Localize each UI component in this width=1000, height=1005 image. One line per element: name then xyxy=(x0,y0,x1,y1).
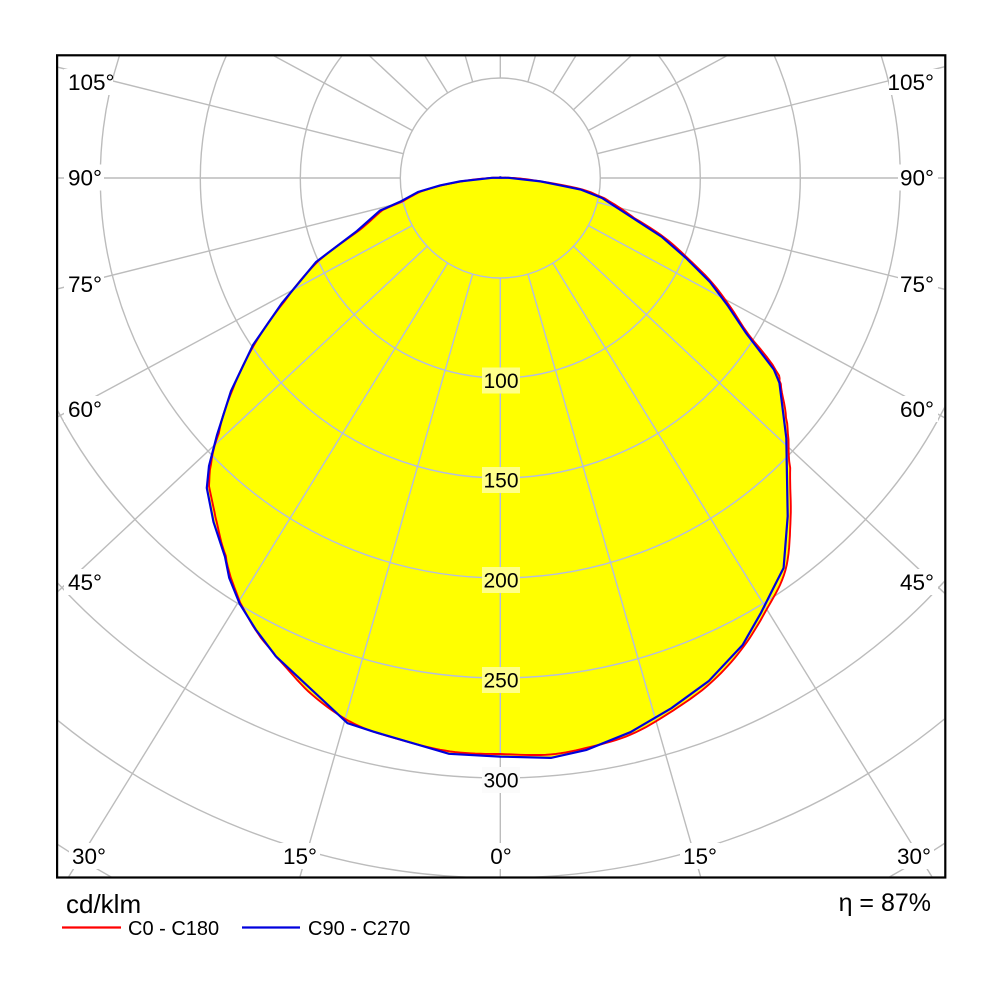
svg-text:105°: 105° xyxy=(68,70,115,95)
svg-text:300: 300 xyxy=(483,770,518,793)
svg-text:45°: 45° xyxy=(68,570,102,595)
svg-text:200: 200 xyxy=(483,570,518,593)
svg-text:250: 250 xyxy=(483,670,518,693)
svg-text:15°: 15° xyxy=(283,844,317,869)
svg-text:45°: 45° xyxy=(900,570,934,595)
svg-text:105°: 105° xyxy=(887,70,934,95)
svg-text:150: 150 xyxy=(483,470,518,493)
svg-text:cd/klm: cd/klm xyxy=(66,889,141,919)
svg-text:60°: 60° xyxy=(900,397,934,422)
svg-text:η = 87%: η = 87% xyxy=(839,889,931,917)
svg-text:C90 - C270: C90 - C270 xyxy=(308,918,410,940)
svg-text:75°: 75° xyxy=(900,272,934,297)
svg-text:15°: 15° xyxy=(683,844,717,869)
svg-text:100: 100 xyxy=(483,370,518,393)
svg-text:30°: 30° xyxy=(72,844,106,869)
svg-text:30°: 30° xyxy=(897,844,931,869)
svg-text:90°: 90° xyxy=(68,166,102,191)
svg-text:90°: 90° xyxy=(900,166,934,191)
svg-text:0°: 0° xyxy=(490,844,512,869)
svg-text:C0 - C180: C0 - C180 xyxy=(128,918,219,940)
svg-text:60°: 60° xyxy=(68,397,102,422)
svg-text:75°: 75° xyxy=(68,272,102,297)
